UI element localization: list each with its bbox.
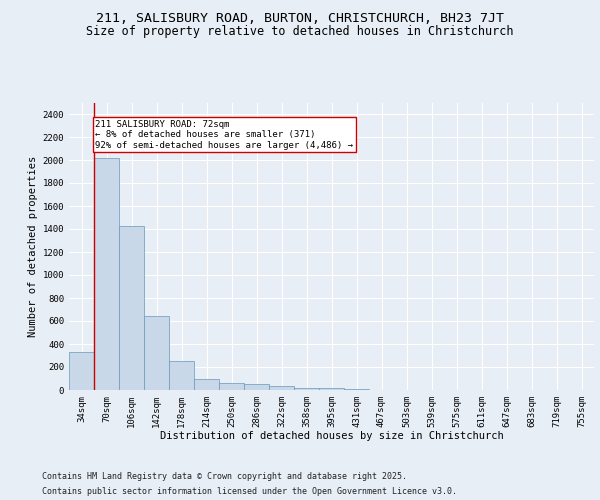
Text: Contains public sector information licensed under the Open Government Licence v3: Contains public sector information licen… (42, 487, 457, 496)
Bar (169, 361, 194, 390)
Bar (144, 316, 169, 390)
Y-axis label: Number of detached properties: Number of detached properties (28, 156, 38, 337)
Bar (119, 226, 144, 390)
Text: 211, SALISBURY ROAD, BURTON, CHRISTCHURCH, BH23 7JT: 211, SALISBURY ROAD, BURTON, CHRISTCHURC… (96, 12, 504, 26)
Bar (269, 386, 294, 390)
Bar (194, 379, 219, 390)
Text: Contains HM Land Registry data © Crown copyright and database right 2025.: Contains HM Land Registry data © Crown c… (42, 472, 407, 481)
Text: Size of property relative to detached houses in Christchurch: Size of property relative to detached ho… (86, 25, 514, 38)
Bar (244, 384, 269, 390)
Bar (294, 388, 319, 390)
Bar (319, 388, 344, 390)
Bar (69, 352, 94, 390)
Text: 211 SALISBURY ROAD: 72sqm
← 8% of detached houses are smaller (371)
92% of semi-: 211 SALISBURY ROAD: 72sqm ← 8% of detach… (95, 120, 353, 150)
Bar (219, 383, 244, 390)
Bar (344, 389, 369, 390)
X-axis label: Distribution of detached houses by size in Christchurch: Distribution of detached houses by size … (160, 432, 503, 442)
Bar (94, 158, 119, 390)
